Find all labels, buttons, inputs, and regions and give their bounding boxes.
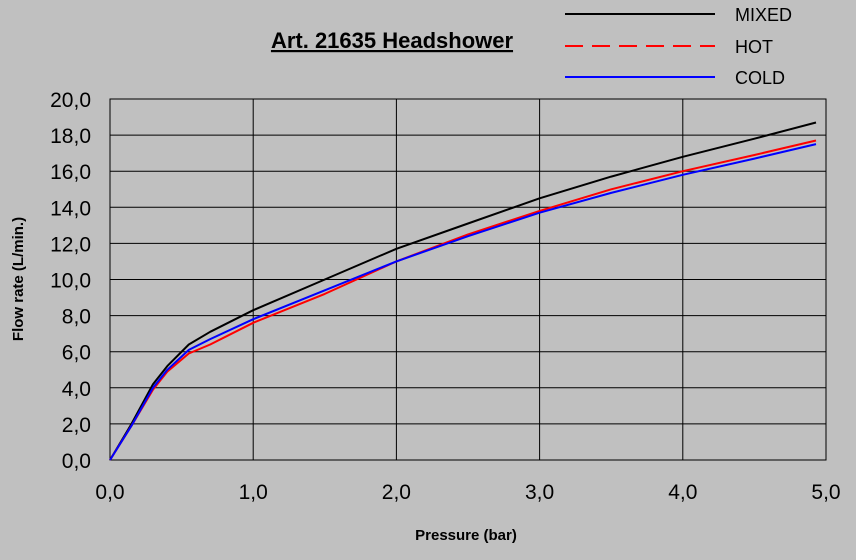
legend-label-mixed: MIXED: [735, 5, 792, 25]
x-tick-label: 4,0: [668, 481, 697, 504]
series-line-cold: [109, 143, 817, 461]
chart-title: Art. 21635 Headshower: [271, 28, 514, 53]
x-tick-label: 5,0: [811, 481, 840, 504]
y-tick-label: 14,0: [50, 197, 91, 220]
y-axis-ticks: 0,0 2,0 4,0 6,0 8,0 10,0 12,0 14,0 16,0 18,0 20,0: [50, 89, 91, 473]
y-tick-label: 12,0: [50, 233, 91, 256]
grid-lines: [109, 98, 827, 461]
y-tick-label: 10,0: [50, 270, 91, 293]
legend-label-cold: COLD: [735, 68, 785, 88]
y-axis-title: Flow rate (L/min.): [10, 217, 27, 341]
x-tick-label: 1,0: [239, 481, 268, 504]
x-axis-title: Pressure (bar): [415, 527, 517, 544]
y-tick-label: 18,0: [50, 125, 91, 148]
y-tick-label: 16,0: [50, 161, 91, 184]
series-layer: [109, 121, 817, 461]
x-tick-label: 2,0: [382, 481, 411, 504]
x-axis-ticks: 0,0 1,0 2,0 3,0 4,0 5,0: [95, 481, 840, 504]
series-line-hot: [109, 139, 817, 461]
y-tick-label: 6,0: [62, 342, 91, 365]
y-tick-label: 4,0: [62, 378, 91, 401]
legend-label-hot: HOT: [735, 37, 773, 57]
y-tick-label: 2,0: [62, 414, 91, 437]
y-tick-label: 20,0: [50, 89, 91, 112]
x-tick-label: 0,0: [95, 481, 124, 504]
legend: MIXED HOT COLD: [565, 5, 792, 88]
y-tick-label: 0,0: [62, 450, 91, 473]
y-tick-label: 8,0: [62, 306, 91, 329]
series-line-mixed: [109, 121, 817, 461]
x-tick-label: 3,0: [525, 481, 554, 504]
